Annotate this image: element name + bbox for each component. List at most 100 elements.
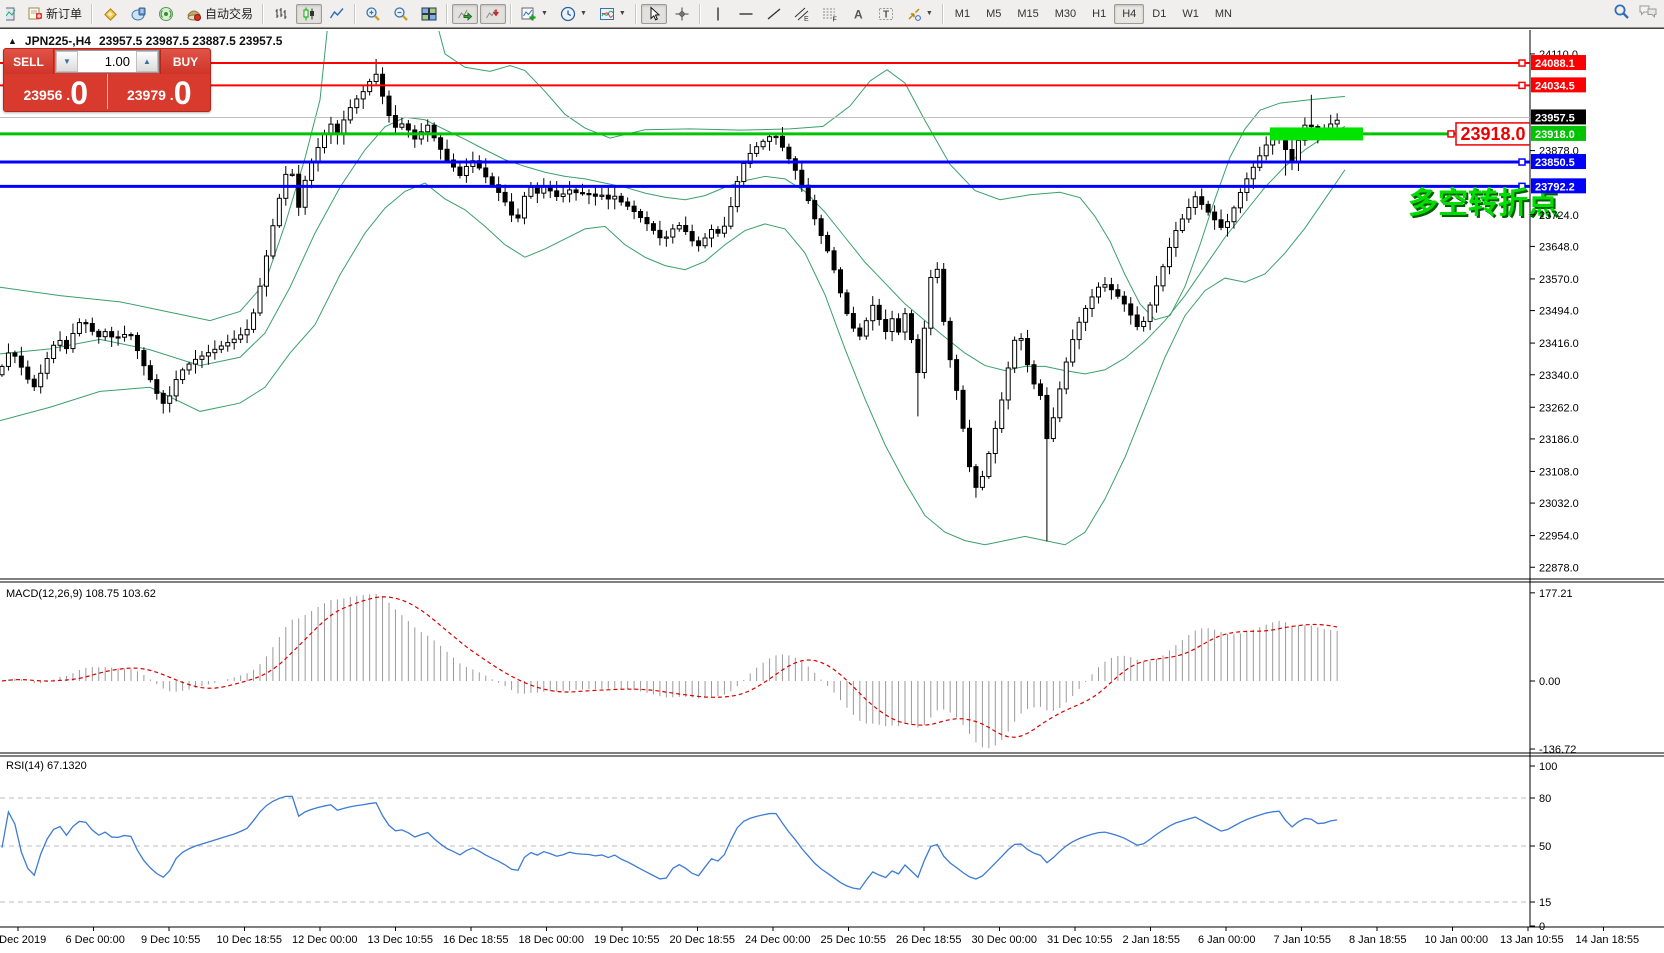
chevron-down-icon[interactable]: ▼	[618, 10, 626, 17]
price-axis-tick: 23032.0	[1539, 498, 1579, 510]
sell-price-pip: 0	[70, 75, 88, 111]
time-axis-label: 12 Dec 00:00	[292, 934, 357, 946]
periods-button[interactable]: ▼	[555, 4, 592, 24]
fibonacci-button[interactable]: F	[817, 4, 843, 24]
timeframe-m1-button[interactable]: M1	[954, 7, 971, 20]
time-axis-label: 6 Dec 00:00	[66, 934, 125, 946]
time-axis-label: 25 Dec 10:55	[821, 934, 886, 946]
axis-label-current-price	[1531, 109, 1586, 125]
buy-price-pip: 0	[173, 75, 192, 111]
signals-button[interactable]	[153, 4, 179, 24]
bar-chart-button[interactable]	[268, 4, 294, 24]
level-line-anchor[interactable]	[1518, 81, 1526, 90]
tile-windows-button[interactable]	[416, 4, 442, 24]
collapse-icon[interactable]: ▲	[8, 36, 17, 46]
rsi-label: RSI(14) 67.1320	[6, 760, 87, 772]
chart-window-button[interactable]	[1, 4, 21, 24]
time-axis-label: 19 Dec 10:55	[594, 934, 659, 946]
auto-scroll-button[interactable]	[452, 3, 479, 24]
channel-button[interactable]: E	[789, 4, 815, 24]
timeframe-m30-button[interactable]: M30	[1054, 7, 1077, 20]
chevron-down-icon[interactable]: ▼	[579, 10, 587, 17]
price-axis-tick: 23262.0	[1539, 402, 1579, 414]
svg-text:24088.1: 24088.1	[1535, 58, 1575, 70]
chat-icon[interactable]	[1638, 3, 1658, 24]
sell-price[interactable]: 23956 .0	[4, 74, 108, 109]
chevron-down-icon[interactable]: ▼	[541, 10, 548, 17]
price-chart-canvas[interactable]: 23918.0多空转折点多空转折点24110.023878.023724.023…	[0, 29, 1664, 953]
indicators-button[interactable]: ▼	[516, 4, 553, 24]
chevron-down-icon[interactable]: ▼	[925, 10, 933, 17]
line-chart-button[interactable]	[324, 4, 350, 24]
time-axis-label: 9 Dec 10:55	[141, 934, 200, 946]
svg-text:F: F	[832, 16, 836, 22]
price-tag-box[interactable]	[1455, 122, 1530, 146]
auto-scroll-icon	[457, 6, 473, 22]
level-line-anchor[interactable]	[1518, 182, 1526, 191]
timeframe-d1-button[interactable]: D1	[1152, 7, 1167, 20]
text-label-button[interactable]: T	[873, 4, 899, 24]
arrows-button[interactable]: ▼	[901, 4, 938, 24]
text-button[interactable]: A	[845, 4, 871, 24]
toolbar-separator	[941, 3, 944, 24]
buy-price[interactable]: 23979 .0	[108, 74, 211, 109]
chart-ohlc-values: 23957.5 23987.5 23887.5 23957.5	[98, 34, 283, 48]
price-tag-anchor[interactable]	[1447, 130, 1455, 138]
timeframe-m15-button[interactable]: M15	[1017, 7, 1039, 20]
auto-trading-button[interactable]: 自动交易	[181, 4, 258, 24]
zoom-in-button[interactable]	[360, 4, 386, 24]
time-axis-label: 7 Jan 10:55	[1274, 934, 1332, 946]
templates-button[interactable]: ▼	[594, 4, 631, 24]
timeframe-m5-button[interactable]: M5	[986, 7, 1002, 20]
new-order-button[interactable]: 新订单	[23, 4, 87, 24]
axis-label-24034.5	[1531, 77, 1586, 93]
arrows-icon	[906, 6, 922, 22]
zoom-out-button[interactable]	[388, 4, 414, 24]
chart-title: ▲ JPN225-,H4 23957.5 23987.5 23887.5 239…	[8, 34, 282, 48]
toolbar-separator	[262, 3, 265, 24]
price-axis-tick: 23570.0	[1539, 274, 1579, 286]
svg-text:23850.5: 23850.5	[1535, 157, 1575, 169]
timeframe-w1-button[interactable]: W1	[1182, 7, 1199, 20]
timeframe-mn-button[interactable]: MN	[1214, 7, 1232, 20]
metaeditor-button[interactable]	[97, 4, 123, 24]
sell-button[interactable]: SELL	[4, 49, 54, 74]
main-price-panel: 23918.0	[0, 31, 1530, 546]
time-axis-label: 4 Dec 2019	[0, 934, 46, 946]
volume-increase-button[interactable]: ▲	[136, 51, 158, 72]
cursor-button[interactable]	[640, 3, 667, 24]
buy-button[interactable]: BUY	[160, 49, 210, 74]
time-axis-label: 26 Dec 18:55	[896, 934, 961, 946]
time-axis-label: 31 Dec 10:55	[1047, 934, 1112, 946]
rsi-axis-tick: 80	[1539, 793, 1551, 805]
axis-label-23792.2	[1531, 178, 1586, 194]
volume-decrease-button[interactable]: ▼	[56, 51, 78, 72]
candle-chart-button[interactable]	[296, 3, 323, 24]
svg-text:E: E	[804, 16, 809, 22]
svg-text:23957.5: 23957.5	[1535, 112, 1575, 124]
horizontal-line-button[interactable]	[733, 4, 759, 24]
market-watch-button[interactable]	[125, 4, 151, 24]
timeframe-h4-button[interactable]: H4	[1114, 3, 1145, 24]
bollinger-upper-band	[0, 31, 1346, 322]
crosshair-icon	[674, 6, 690, 22]
trendline-button[interactable]	[761, 4, 787, 24]
macd-panel: MACD(12,26,9) 108.75 103.62	[1, 588, 1338, 749]
bollinger-middle-band	[0, 116, 1346, 375]
level-line-anchor[interactable]	[1518, 158, 1526, 166]
volume-input[interactable]	[78, 51, 136, 72]
crosshair-button[interactable]	[669, 4, 695, 24]
main-toolbar: 新订单 自动交易 ▼ ▼ ▼ E F A T ▼ M1 M5 M15 M30 H1 H4 D1 W1 MN	[0, 0, 1664, 28]
price-axis-tick: 23494.0	[1539, 306, 1579, 318]
highlight-rectangle[interactable]	[1270, 127, 1363, 141]
search-icon[interactable]	[1613, 3, 1630, 25]
fibonacci-icon: F	[822, 6, 838, 22]
time-axis-label: 10 Dec 18:55	[217, 934, 282, 946]
chart-shift-button[interactable]	[480, 3, 507, 24]
vertical-line-button[interactable]	[705, 4, 731, 24]
time-axis-label: 24 Dec 00:00	[745, 934, 810, 946]
timeframe-h1-button[interactable]: H1	[1092, 7, 1107, 20]
chart-window-icon	[6, 7, 16, 21]
level-line-anchor[interactable]	[1518, 59, 1526, 67]
